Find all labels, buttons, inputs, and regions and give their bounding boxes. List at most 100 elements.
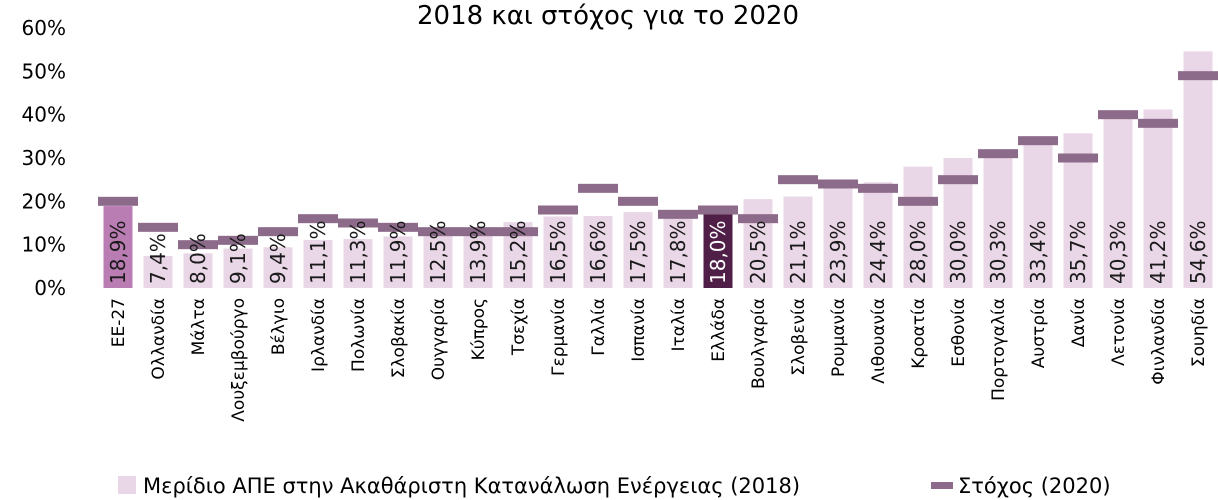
bar (543, 216, 573, 288)
legend-label-bar-series: Μερίδιο ΑΠΕ στην Ακαθάριστη Κατανάλωση Ε… (143, 474, 800, 498)
target-marker (698, 205, 738, 215)
x-tick-label: Γερμανία (549, 298, 569, 376)
x-tick-label: Σουηδία (1189, 298, 1209, 367)
legend-swatch-bar (118, 476, 136, 494)
target-marker (978, 149, 1018, 159)
bar (623, 212, 653, 288)
x-tick-label: Γαλλία (589, 298, 609, 356)
y-tick-label: 40% (22, 103, 66, 127)
bar (703, 210, 733, 288)
x-tick-label: Μάλτα (189, 298, 209, 355)
target-marker (458, 227, 498, 237)
target-marker (98, 196, 138, 206)
target-marker (578, 183, 618, 193)
target-marker (658, 209, 698, 219)
target-marker (338, 218, 378, 228)
target-marker (818, 179, 858, 189)
target-marker (498, 227, 538, 237)
target-marker (858, 183, 898, 193)
x-tick-label: Ολλανδία (149, 298, 169, 380)
data-label: 20,5% (746, 220, 770, 284)
bar (863, 182, 893, 288)
x-tick-label: Λουξεμβούργο (229, 298, 249, 422)
data-label: 35,7% (1066, 220, 1090, 284)
x-tick-label: Λιθουανία (869, 298, 889, 384)
x-tick-label: Ιταλία (669, 298, 689, 351)
data-label: 15,2% (506, 220, 530, 284)
bar (183, 253, 213, 288)
x-axis: ΕΕ-27 Ολλανδία Μάλτα Λουξεμβούργο Βέλγιο Ιρλα… (109, 298, 1209, 422)
target-marker (258, 227, 298, 237)
x-tick-label: Πολωνία (349, 298, 369, 372)
data-label: 17,5% (626, 220, 650, 284)
bar (1183, 51, 1213, 289)
chart-title: 2018 και στόχος για το 2020 (417, 1, 799, 31)
data-label: 33,4% (1026, 220, 1050, 284)
bar (983, 156, 1013, 288)
x-tick-label: Ισπανία (629, 298, 649, 362)
target-marker (1058, 153, 1098, 163)
target-marker (418, 227, 458, 237)
bar (103, 206, 133, 288)
bar (303, 239, 333, 288)
data-label: 11,1% (306, 220, 330, 284)
data-label: 30,3% (986, 220, 1010, 284)
bar (143, 255, 173, 288)
target-marker (218, 235, 258, 245)
data-label: 11,9% (386, 220, 410, 284)
data-label: 41,2% (1146, 220, 1170, 284)
target-marker (1138, 118, 1178, 128)
target-marker (738, 214, 778, 224)
data-label: 17,8% (666, 220, 690, 284)
x-tick-label: Ρουμανία (829, 298, 849, 377)
data-label: 18,0% (706, 220, 730, 284)
data-label: 18,9% (106, 220, 130, 284)
target-marker (178, 240, 218, 250)
bar (1103, 113, 1133, 288)
bar (583, 216, 613, 288)
target-marker (1018, 136, 1058, 146)
legend: Μερίδιο ΑΠΕ στην Ακαθάριστη Κατανάλωση Ε… (118, 474, 1111, 498)
target-marker (1178, 71, 1218, 81)
data-label: 30,0% (946, 220, 970, 284)
x-tick-label: Δανία (1069, 298, 1089, 347)
target-marker (778, 175, 818, 185)
target-marker (938, 175, 978, 185)
x-tick-label: Τσεχία (509, 298, 529, 356)
target-marker (1098, 110, 1138, 120)
y-tick-label: 20% (22, 189, 66, 213)
bar (263, 247, 293, 288)
data-label: 21,1% (786, 220, 810, 284)
x-tick-label: Ελλάδα (709, 298, 729, 362)
data-labels: 18,9% 7,4% 8,0% 9,1% 9,4% 11,1% 11,3% 11,9% 12,5… (106, 220, 1210, 284)
x-tick-label: Αυστρία (1029, 298, 1049, 368)
y-tick-label: 10% (22, 233, 66, 257)
bar (423, 233, 453, 288)
bar (463, 227, 493, 288)
target-marker (618, 196, 658, 206)
x-tick-label: ΕΕ-27 (109, 298, 129, 347)
data-label: 12,5% (426, 220, 450, 284)
target-markers (98, 71, 1218, 250)
y-tick-label: 50% (22, 59, 66, 83)
bar (743, 199, 773, 288)
x-tick-label: Σλοβακία (389, 298, 409, 378)
target-marker (898, 196, 938, 206)
bar (223, 248, 253, 288)
bar (1143, 109, 1173, 288)
x-tick-label: Σλοβενία (789, 298, 809, 376)
target-marker (538, 205, 578, 215)
data-label: 11,3% (346, 220, 370, 284)
data-label: 28,0% (906, 220, 930, 284)
bar (823, 184, 853, 288)
data-label: 23,9% (826, 220, 850, 284)
bar (663, 210, 693, 288)
x-tick-label: Εσθονία (949, 298, 969, 367)
y-tick-label: 30% (22, 146, 66, 170)
data-label: 40,3% (1106, 220, 1130, 284)
target-marker (298, 214, 338, 224)
data-label: 54,6% (1186, 220, 1210, 284)
x-tick-label: Ουγγαρία (429, 298, 449, 380)
